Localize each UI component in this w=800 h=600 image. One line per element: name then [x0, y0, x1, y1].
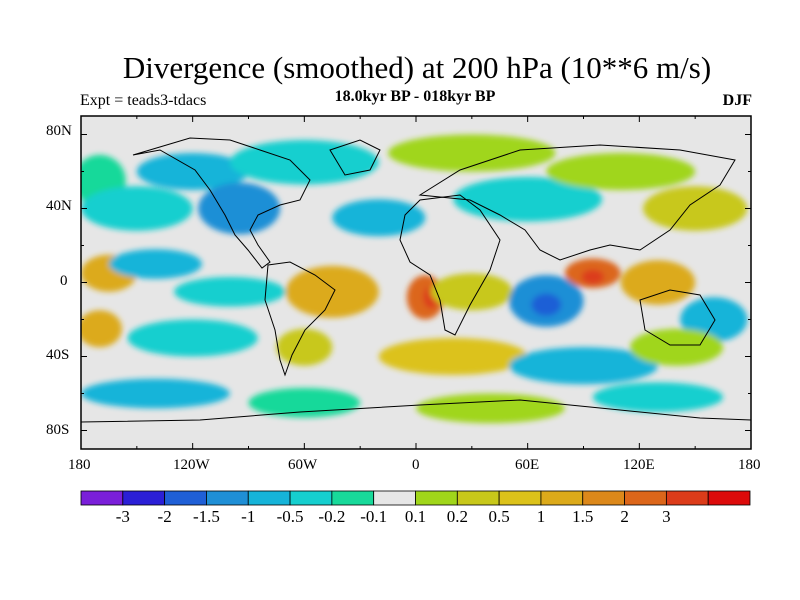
colorbar-label: 0.5 — [488, 507, 510, 526]
field-blob — [174, 276, 286, 307]
field-blob — [136, 153, 249, 190]
lon-label-180e: 180 — [738, 457, 761, 473]
colorbar-swatch — [456, 490, 500, 506]
field-blob — [127, 319, 258, 357]
lon-label-120w: 120W — [173, 457, 210, 473]
field-blob — [620, 260, 696, 305]
colorbar-swatch — [624, 490, 667, 506]
lat-label-80n: 80N — [46, 123, 72, 139]
lon-label-0: 0 — [412, 457, 420, 473]
lat-label-80s: 80S — [46, 422, 70, 438]
field-blob — [430, 273, 513, 311]
lat-label-eq: 0 — [60, 273, 68, 289]
colorbar-label: -2 — [157, 507, 172, 526]
lat-label-40n: 40N — [46, 198, 72, 214]
field-blob — [276, 328, 333, 366]
divergence-field — [81, 134, 748, 424]
lon-label-60e: 60E — [515, 457, 540, 473]
field-blob — [416, 393, 565, 424]
field-blob — [630, 328, 724, 366]
field-blob — [81, 186, 193, 231]
colorbar-swatch — [164, 490, 207, 506]
field-blob — [332, 199, 426, 237]
lat-label-40s: 40S — [46, 347, 70, 363]
season-label: DJF — [722, 92, 752, 109]
colorbar-label: -1 — [241, 507, 256, 526]
colorbar-label: 3 — [662, 507, 671, 526]
field-blob — [680, 297, 748, 342]
colorbar-swatch — [80, 490, 124, 506]
field-blob — [509, 347, 658, 385]
colorbar-swatch — [373, 490, 416, 506]
field-blob — [81, 378, 230, 409]
field-blob — [248, 387, 361, 418]
colorbar-label: -1.5 — [192, 507, 220, 526]
period-label: 18.0kyr BP - 018kyr BP — [334, 88, 496, 105]
colorbar-label: -0.1 — [360, 507, 388, 526]
colorbar-swatch — [540, 490, 584, 506]
field-blob — [108, 249, 202, 279]
field-blob — [198, 182, 281, 235]
lon-label-120e: 120E — [623, 457, 655, 473]
colorbar-label: 2 — [620, 507, 629, 526]
field-blob — [378, 338, 528, 375]
coastlines — [81, 137, 751, 423]
colorbar-swatch — [206, 490, 249, 506]
colorbar-swatch — [331, 490, 375, 506]
colorbar-swatch — [122, 490, 166, 506]
colorbar-swatch — [289, 490, 333, 506]
colorbar-label: -0.2 — [318, 507, 346, 526]
field-blob — [229, 140, 379, 185]
lon-label-180w: 180 — [68, 457, 91, 473]
colorbar-swatch — [247, 490, 291, 506]
colorbar-swatch — [498, 490, 542, 506]
colorbar-label: -0.5 — [276, 507, 304, 526]
experiment-label: Expt = teads3-tdacs — [80, 92, 207, 109]
axis-ticks — [80, 116, 752, 449]
field-blob — [531, 293, 562, 316]
field-blob — [81, 310, 122, 348]
lon-label-60w: 60W — [288, 457, 318, 473]
field-blob — [592, 382, 724, 413]
colorbar-label: -3 — [115, 507, 130, 526]
colorbar-swatch — [582, 490, 625, 506]
colorbar-label: 0.2 — [446, 507, 468, 526]
chart-title: Divergence (smoothed) at 200 hPa (10**6 … — [122, 50, 712, 85]
field-blob — [388, 134, 556, 172]
colorbar-label: 1.5 — [572, 507, 594, 526]
field-blob — [285, 265, 379, 318]
field-blob — [643, 186, 748, 231]
colorbar-label: 0.1 — [404, 507, 427, 526]
field-blob — [546, 153, 696, 190]
colorbar-swatch — [415, 490, 458, 506]
colorbar-label: 1 — [536, 507, 546, 526]
field-blob — [581, 269, 604, 285]
colorbar-swatch — [665, 490, 709, 506]
colorbar-swatch — [707, 490, 751, 506]
colorbar — [80, 490, 751, 506]
